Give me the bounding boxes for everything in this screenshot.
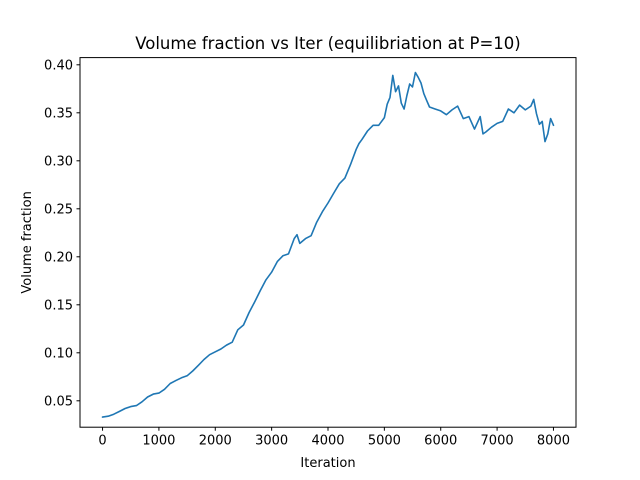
y-axis-ticks: 0.05 0.10 0.15 0.20 0.25 0.30 0.35 0.40 bbox=[44, 58, 80, 409]
plot-series bbox=[101, 71, 555, 418]
x-axis-ticks: 0 1000 2000 3000 4000 5000 6000 7000 8000 bbox=[98, 427, 570, 449]
y-tick-label: 0.10 bbox=[44, 346, 73, 361]
x-tick-label: 1000 bbox=[142, 434, 175, 449]
y-tick-label: 0.35 bbox=[44, 106, 73, 121]
x-tick-label: 8000 bbox=[537, 434, 570, 449]
axes-frame bbox=[79, 57, 577, 428]
x-axis-label: Iteration bbox=[300, 456, 355, 471]
y-tick-label: 0.15 bbox=[44, 298, 73, 313]
x-tick-label: 5000 bbox=[368, 434, 401, 449]
y-tick-label: 0.40 bbox=[44, 58, 73, 73]
y-tick-label: 0.30 bbox=[44, 154, 73, 169]
y-tick-label: 0.05 bbox=[44, 394, 73, 409]
x-tick-label: 6000 bbox=[424, 434, 457, 449]
x-tick-label: 0 bbox=[98, 434, 106, 449]
y-tick-label: 0.20 bbox=[44, 250, 73, 265]
y-axis-label: Volume fraction bbox=[20, 191, 35, 293]
x-tick-label: 7000 bbox=[481, 434, 514, 449]
chart-title: Volume fraction vs Iter (equilibriation … bbox=[135, 34, 520, 53]
series-line-0 bbox=[101, 71, 555, 418]
x-tick-label: 2000 bbox=[199, 434, 232, 449]
y-tick-label: 0.25 bbox=[44, 202, 73, 217]
x-tick-label: 4000 bbox=[311, 434, 344, 449]
x-tick-label: 3000 bbox=[255, 434, 288, 449]
